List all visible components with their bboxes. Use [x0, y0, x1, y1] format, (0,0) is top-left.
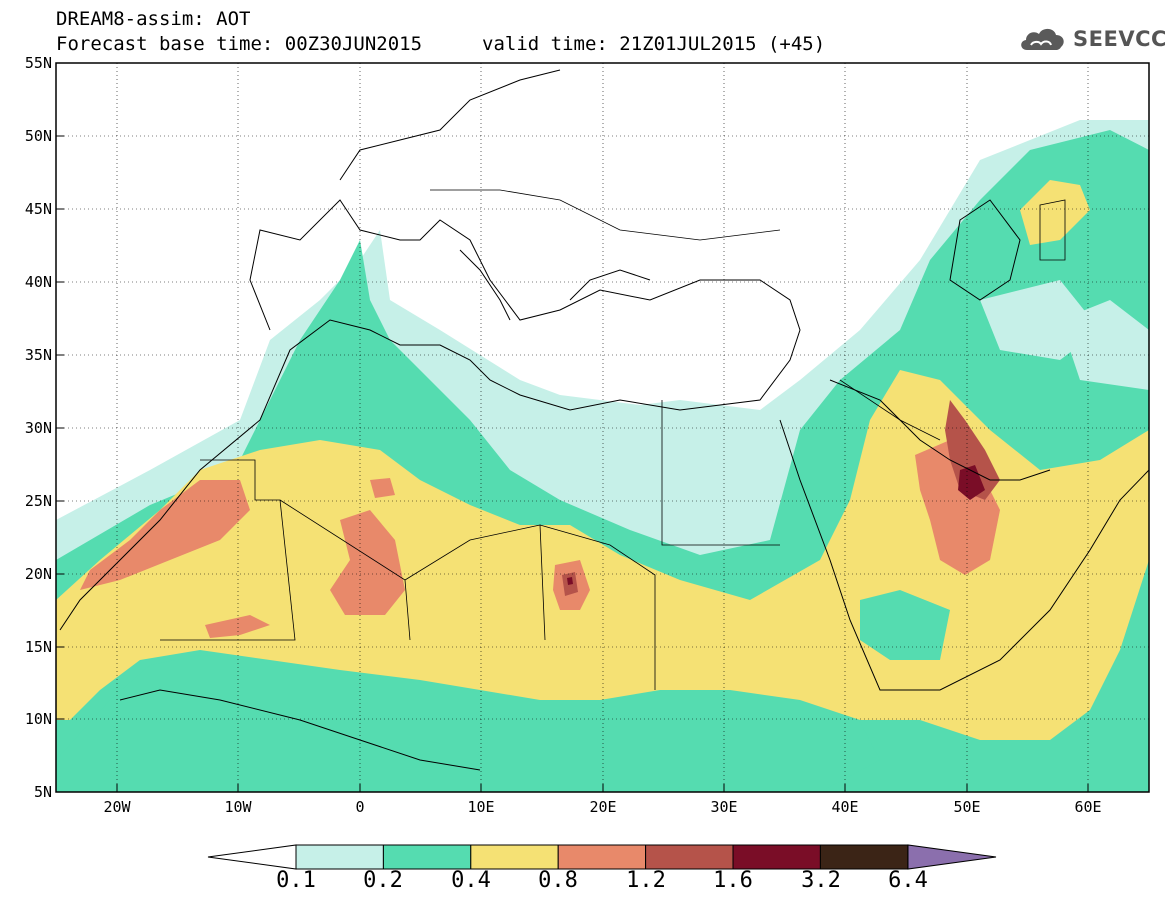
colorbar-label: 1.6 — [713, 868, 753, 893]
cloud-icon — [1021, 28, 1064, 50]
lon-label: 0 — [355, 798, 364, 816]
coastlines — [59, 69, 1150, 771]
lat-label: 50N — [25, 127, 52, 145]
aot-field — [56, 63, 1149, 792]
lat-label: 40N — [25, 273, 52, 291]
map-gridlines — [56, 63, 1149, 792]
lat-label: 15N — [25, 638, 52, 656]
colorbar-labels: 0.1 0.2 0.4 0.8 1.2 1.6 3.2 6.4 — [0, 868, 1165, 894]
colorbar-label: 0.8 — [538, 868, 578, 893]
colorbar-box — [732, 844, 821, 870]
colorbar-label: 0.2 — [363, 868, 403, 893]
lat-label: 45N — [25, 200, 52, 218]
tick-marks — [56, 135, 1089, 792]
lon-label: 60E — [1074, 798, 1101, 816]
colorbar-box — [557, 844, 647, 870]
title-model-field: DREAM8-assim: AOT — [56, 8, 251, 30]
colorbar-label: 6.4 — [888, 868, 928, 893]
lat-label: 30N — [25, 419, 52, 437]
colorbar-under-arrow — [207, 844, 297, 870]
colorbar-over-arrow — [907, 844, 997, 870]
lon-label: 30E — [710, 798, 737, 816]
colorbar-box — [295, 844, 384, 870]
lat-labels: 55N 50N 45N 40N 35N 30N 25N 20N 15N 10N … — [25, 54, 52, 801]
lon-label: 20W — [103, 798, 131, 816]
logo-text: SEEVCCC — [1073, 27, 1165, 51]
seevccc-logo: SEEVCCC — [1017, 24, 1165, 54]
colorbar-label: 3.2 — [801, 868, 841, 893]
title-valid-time: valid time: 21Z01JUL2015 (+45) — [482, 33, 826, 55]
lon-label: 20E — [589, 798, 616, 816]
colorbar-box — [645, 844, 734, 870]
lat-label: 20N — [25, 565, 52, 583]
country-borders — [160, 189, 1066, 690]
lon-label: 10W — [224, 798, 252, 816]
colorbar-box — [819, 844, 909, 870]
colorbar-boxes — [295, 844, 909, 870]
colorbar-box — [470, 844, 559, 870]
colorbar-box — [382, 844, 472, 870]
lon-label: 10E — [467, 798, 494, 816]
lon-labels: 20W 10W 0 10E 20E 30E 40E 50E 60E — [103, 798, 1101, 816]
lon-label: 50E — [953, 798, 980, 816]
lat-label: 25N — [25, 492, 52, 510]
colorbar-label: 1.2 — [626, 868, 666, 893]
colorbar-label: 0.4 — [451, 868, 491, 893]
lon-label: 40E — [831, 798, 858, 816]
title-base-time: Forecast base time: 00Z30JUN2015 — [56, 33, 423, 55]
colorbar-label: 0.1 — [276, 868, 316, 893]
lat-label: 35N — [25, 346, 52, 364]
lat-label: 5N — [34, 783, 52, 801]
lat-label: 55N — [25, 54, 52, 72]
lat-label: 10N — [25, 710, 52, 728]
colorbar — [207, 844, 997, 870]
